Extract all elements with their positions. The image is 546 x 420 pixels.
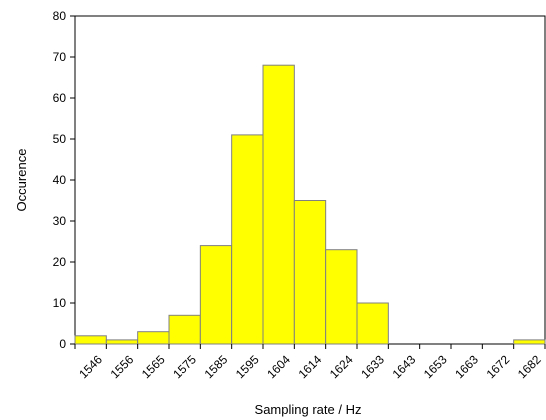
bar-1575 bbox=[168, 314, 201, 345]
y-tick-label: 20 bbox=[53, 255, 67, 269]
bar-1614 bbox=[293, 200, 327, 345]
x-tick-label: 1565 bbox=[139, 352, 168, 381]
bar-1633 bbox=[356, 302, 389, 345]
y-tick-label: 60 bbox=[53, 91, 67, 105]
bar-1585 bbox=[199, 245, 233, 345]
y-tick-label: 70 bbox=[53, 50, 67, 64]
x-axis: 1546 1556 1565 1575 1585 1595 1604 1614 1624 1633… bbox=[74, 344, 546, 381]
x-tick-label: 1575 bbox=[170, 352, 199, 381]
x-tick-label: 1682 bbox=[515, 352, 544, 381]
bar-1624 bbox=[325, 249, 358, 345]
y-tick-label: 0 bbox=[59, 337, 66, 351]
x-tick-label: 1546 bbox=[76, 352, 105, 381]
bar-1604 bbox=[262, 64, 295, 345]
bar-1682 bbox=[513, 339, 546, 345]
x-tick-label: 1672 bbox=[484, 352, 513, 381]
x-axis-title: Sampling rate / Hz bbox=[255, 402, 362, 417]
x-tick-label: 1604 bbox=[264, 352, 293, 381]
bar-1565 bbox=[137, 331, 170, 345]
x-tick-label: 1633 bbox=[358, 352, 387, 381]
y-tick-label: 30 bbox=[53, 214, 67, 228]
x-tick-label: 1643 bbox=[390, 352, 419, 381]
x-tick-label: 1595 bbox=[233, 352, 262, 381]
x-tick-label: 1624 bbox=[327, 352, 356, 381]
bars-group bbox=[74, 64, 546, 345]
y-tick-label: 50 bbox=[53, 132, 67, 146]
bar-1546 bbox=[74, 335, 107, 345]
y-tick-label: 80 bbox=[53, 9, 67, 23]
y-axis-title: Occurence bbox=[14, 149, 29, 212]
x-tick-label: 1585 bbox=[202, 352, 231, 381]
y-tick-label: 10 bbox=[53, 296, 67, 310]
bar-1556 bbox=[105, 339, 139, 345]
x-tick-label: 1614 bbox=[296, 352, 325, 381]
x-tick-label: 1663 bbox=[452, 352, 481, 381]
x-tick-label: 1556 bbox=[108, 352, 137, 381]
y-tick-label: 40 bbox=[53, 173, 67, 187]
y-axis: 0 10 20 30 40 50 60 70 80 bbox=[53, 9, 75, 351]
bar-1595 bbox=[231, 134, 264, 345]
x-tick-label: 1653 bbox=[421, 352, 450, 381]
